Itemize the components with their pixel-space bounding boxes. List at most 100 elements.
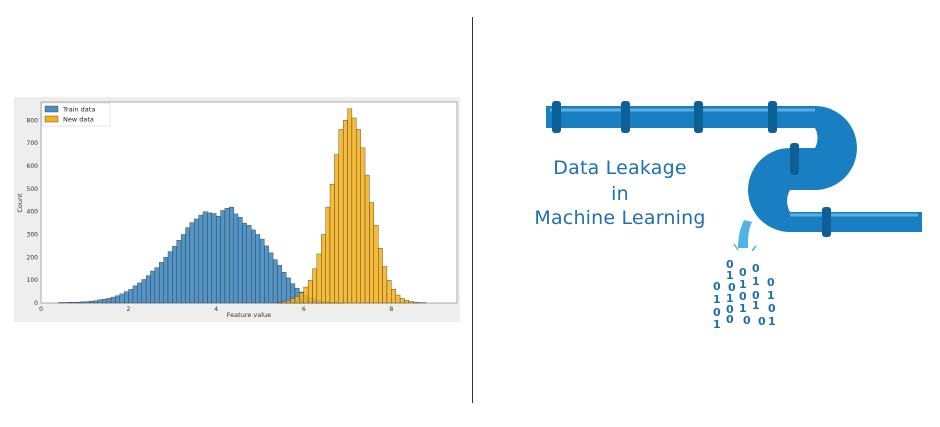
histogram-bar <box>347 108 353 304</box>
histogram-bar <box>145 275 151 304</box>
histogram-bar <box>246 225 252 304</box>
pipe-crack <box>745 209 753 223</box>
histogram-bar <box>395 294 401 304</box>
y-tick-label: 500 <box>27 186 39 193</box>
binary-digit: 0 <box>726 303 734 316</box>
histogram-bar <box>255 234 261 304</box>
x-tick-label: 4 <box>214 306 218 313</box>
histogram-bar <box>294 295 300 304</box>
y-tick-label: 800 <box>27 117 39 124</box>
histogram-bar <box>321 234 326 304</box>
vertical-divider <box>472 17 473 403</box>
histogram-bar <box>180 234 186 304</box>
legend-swatch-new <box>44 115 59 123</box>
y-axis-label: Count <box>16 193 24 213</box>
binary-digit: 0 <box>752 289 760 302</box>
histogram-bar <box>399 298 405 304</box>
histogram-bar <box>88 300 94 304</box>
histogram-bar <box>106 298 112 304</box>
histogram-bar <box>378 248 383 304</box>
histogram-bar <box>141 279 147 304</box>
histogram-bar <box>334 154 339 304</box>
histogram-bar <box>277 265 283 304</box>
histogram-chart: 0 2 4 6 8 0 100 200 300 400 500 600 700 800 Feature … <box>16 101 458 319</box>
histogram-bar <box>360 147 366 304</box>
histogram-bar <box>290 298 296 304</box>
binary-digits: 0 01 00 0 1 1 01 1 0 0 10 0 1 1 01 0 0 0 1 <box>713 258 776 331</box>
histogram-bar <box>329 184 335 304</box>
histogram-bar <box>303 286 309 304</box>
histogram-bar <box>110 296 116 304</box>
binary-digit: 1 <box>752 275 760 288</box>
pipe-ring <box>694 101 703 133</box>
histogram-bar <box>224 208 230 304</box>
binary-digit: 0 <box>767 276 775 289</box>
histogram-bar <box>342 120 348 304</box>
binary-digit: 1 <box>739 302 747 315</box>
pipe-ring <box>768 101 777 133</box>
histogram-bar <box>277 302 283 304</box>
histogram-bar <box>71 302 77 304</box>
histogram-bar <box>167 251 173 304</box>
histogram-bar <box>220 210 226 304</box>
top-pipe <box>546 106 922 232</box>
histogram-bar <box>373 225 379 304</box>
histogram-bar <box>124 291 129 304</box>
y-tick-label: 700 <box>27 140 39 147</box>
histogram-bar <box>404 300 410 304</box>
x-axis-label: Feature value <box>227 311 271 319</box>
y-tick-label: 100 <box>27 277 39 284</box>
x-tick-label: 0 <box>39 306 43 313</box>
histogram-bar <box>75 301 81 304</box>
legend-swatch-train <box>44 105 59 113</box>
histogram-bar <box>259 238 265 304</box>
histogram-bar <box>119 293 125 304</box>
histogram-bar <box>299 292 304 304</box>
histogram-bar <box>413 301 418 304</box>
histogram-bar <box>84 301 90 304</box>
histogram-bar <box>272 259 278 304</box>
binary-digit: 1 <box>768 315 776 328</box>
histogram-bar <box>215 216 221 304</box>
legend: Train data New data <box>41 102 111 127</box>
x-tick-label: 8 <box>389 306 393 313</box>
histogram-bar <box>150 270 156 304</box>
legend-label-train: Train data <box>62 106 95 114</box>
histogram-bar <box>128 289 134 304</box>
binary-digit: 1 <box>739 278 747 291</box>
y-tick-label: 600 <box>27 163 39 170</box>
binary-digit: 1 <box>713 293 721 306</box>
binary-digit: 0 <box>726 258 734 271</box>
binary-digit: 0 <box>726 313 734 326</box>
histogram-bar <box>351 117 357 304</box>
water-splash <box>733 243 757 252</box>
histogram-bar <box>67 302 72 304</box>
histogram-bar <box>325 206 331 304</box>
binary-digit: 1 <box>726 269 734 282</box>
illustration-title-line-2: in <box>611 183 629 205</box>
illustration-title-line-1: Data Leakage <box>553 157 687 179</box>
histogram-bar <box>338 129 344 304</box>
histogram-bar <box>137 282 142 304</box>
y-tick-label: 300 <box>27 231 39 238</box>
binary-digit: 0 <box>752 262 760 275</box>
histogram-bar <box>356 129 361 304</box>
illustration-title-line-3: Machine Learning <box>534 207 706 229</box>
binary-digit: 0 <box>739 266 747 279</box>
histogram-bar <box>97 299 103 304</box>
x-tick-label: 2 <box>127 306 131 313</box>
pipe-ring <box>790 143 799 175</box>
binary-digit: 1 <box>713 318 721 331</box>
histogram-bar <box>312 268 318 304</box>
train-data-bars <box>58 206 344 304</box>
histogram-bar <box>159 262 164 304</box>
binary-digit: 0 <box>768 302 776 315</box>
histogram-bar <box>229 206 234 304</box>
binary-digit: 1 <box>726 292 734 305</box>
y-tick-label: 200 <box>27 254 39 261</box>
histogram-bar <box>102 298 107 304</box>
binary-digit: 1 <box>752 299 760 312</box>
histogram-bar <box>233 213 239 304</box>
histogram-bar <box>364 174 370 304</box>
histogram-bar <box>286 277 291 304</box>
